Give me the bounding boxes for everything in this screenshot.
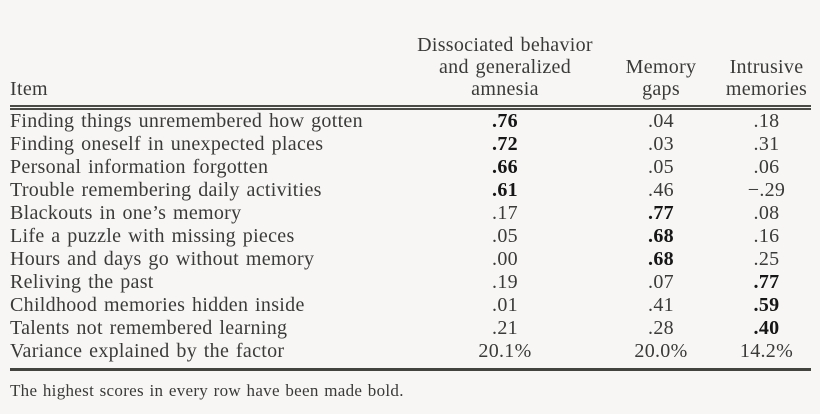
column-header-item: Item	[10, 34, 410, 110]
row-value-factor1: 20.1%	[410, 340, 600, 371]
row-value-factor2: .46	[648, 179, 674, 201]
row-value-factor1: .72	[492, 133, 518, 155]
row-value-factor2: .05	[648, 156, 674, 178]
row-item-label: Blackouts in one’s memory	[10, 202, 242, 224]
table-header: Item Dissociated behavior and generalize…	[10, 34, 811, 110]
row-item-label: Finding oneself in unexpected places	[10, 133, 324, 155]
header-row: Item Dissociated behavior and generalize…	[10, 34, 811, 110]
column-header-dissociated-behavior: Dissociated behavior and generalized amn…	[410, 34, 600, 110]
table-row: Blackouts in one’s memory .17 .77 .08	[10, 202, 811, 225]
table-row: Hours and days go without memory .00 .68…	[10, 248, 811, 271]
row-value-factor3: .77	[753, 271, 780, 293]
table-footnote: The highest scores in every row have bee…	[10, 381, 404, 400]
row-value-factor1: .21	[492, 317, 518, 339]
row-value-factor2: .68	[648, 248, 674, 270]
row-value-factor3: .16	[753, 225, 780, 247]
row-item-label: Personal information forgotten	[10, 156, 269, 178]
table-row: Personal information forgotten .66 .05 .…	[10, 156, 811, 179]
table-row: Life a puzzle with missing pieces .05 .6…	[10, 225, 811, 248]
row-value-factor3: .40	[753, 317, 780, 339]
table-row: Talents not remembered learning .21 .28 …	[10, 317, 811, 340]
table-row: Reliving the past .19 .07 .77	[10, 271, 811, 294]
row-item-label: Variance explained by the factor	[10, 340, 410, 371]
column-header-memory-gaps: Memory gaps	[600, 34, 722, 110]
row-value-factor3: .25	[753, 248, 780, 270]
row-value-factor3: .18	[753, 110, 780, 132]
table-body: Finding things unremembered how gotten .…	[10, 108, 811, 371]
row-value-factor2: .04	[648, 110, 674, 132]
row-item-label: Finding things unremembered how gotten	[10, 110, 363, 132]
row-value-factor1: .19	[492, 271, 518, 293]
row-value-factor3: .08	[753, 202, 780, 224]
row-value-factor3: −.29	[747, 179, 786, 201]
row-value-factor1: .61	[492, 179, 518, 201]
table-row: Trouble remembering daily activities .61…	[10, 179, 811, 202]
table-row: Finding things unremembered how gotten .…	[10, 108, 811, 134]
row-value-factor3: .31	[753, 133, 780, 155]
row-value-factor2: .03	[648, 133, 674, 155]
row-item-label: Childhood memories hidden inside	[10, 294, 305, 316]
row-value-factor3: .06	[753, 156, 780, 178]
row-value-factor2: .68	[648, 225, 674, 247]
row-value-factor1: .05	[492, 225, 518, 247]
table-row: Childhood memories hidden inside .01 .41…	[10, 294, 811, 317]
row-value-factor2: 20.0%	[600, 340, 722, 371]
row-value-factor2: .41	[648, 294, 674, 316]
row-value-factor1: .17	[492, 202, 518, 224]
row-value-factor2: .77	[648, 202, 674, 224]
row-value-factor1: .66	[492, 156, 518, 178]
row-value-factor2: .28	[648, 317, 674, 339]
row-item-label: Trouble remembering daily activities	[10, 179, 322, 201]
column-header-intrusive-memories: Intrusive memories	[722, 34, 811, 110]
factor-loadings-table: Item Dissociated behavior and generalize…	[10, 34, 811, 371]
row-value-factor3: .59	[753, 294, 780, 316]
row-item-label: Reliving the past	[10, 271, 154, 293]
row-item-label: Life a puzzle with missing pieces	[10, 225, 295, 247]
row-item-label: Talents not remembered learning	[10, 317, 288, 339]
row-item-label: Hours and days go without memory	[10, 248, 315, 270]
row-value-factor2: .07	[648, 271, 674, 293]
row-value-factor1: .01	[492, 294, 518, 316]
table-row: Finding oneself in unexpected places .72…	[10, 133, 811, 156]
table-row: Variance explained by the factor 20.1% 2…	[10, 340, 811, 371]
row-value-factor1: .00	[492, 248, 518, 270]
row-value-factor1: .76	[492, 110, 518, 132]
row-value-factor3: 14.2%	[722, 340, 811, 371]
